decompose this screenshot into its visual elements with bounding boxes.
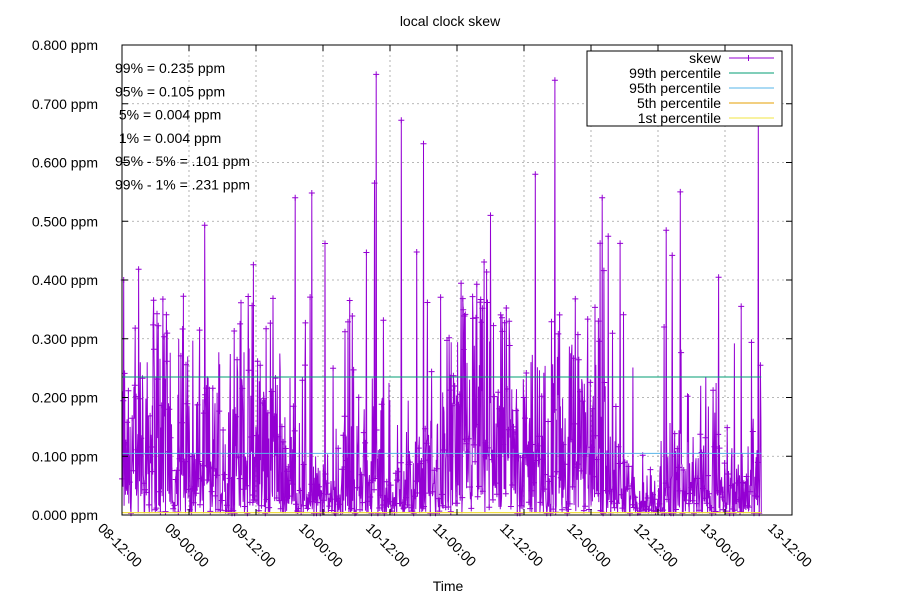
x-tick-label: 13-12:00 [765, 520, 816, 571]
y-axis: 0.000 ppm 0.100 ppm 0.200 ppm 0.300 ppm 0.40… [32, 37, 792, 523]
x-tick-label: 12-00:00 [564, 520, 615, 571]
y-tick-label: 0.500 ppm [32, 213, 98, 229]
x-tick-label: 09-00:00 [162, 520, 213, 571]
y-tick-label: 0.400 ppm [32, 272, 98, 288]
legend-label: skew [689, 50, 722, 66]
y-tick-label: 0.700 ppm [32, 96, 98, 112]
stats-line: 5% = 0.004 ppm [115, 107, 221, 123]
legend-label: 1st percentile [638, 110, 721, 126]
stats-line: 99% - 1% = .231 ppm [115, 177, 250, 193]
x-tick-label: 10-00:00 [296, 520, 347, 571]
y-tick-label: 0.000 ppm [32, 507, 98, 523]
y-tick-label: 0.200 ppm [32, 390, 98, 406]
series-layer [119, 71, 764, 517]
legend-label: 95th percentile [629, 80, 721, 96]
series-skew-line [121, 74, 762, 515]
y-tick-label: 0.100 ppm [32, 448, 98, 464]
y-tick-label: 0.300 ppm [32, 331, 98, 347]
legend-marker [733, 55, 749, 61]
y-tick-label: 0.600 ppm [32, 155, 98, 171]
stats-line: 95% = 0.105 ppm [115, 83, 225, 99]
x-tick-label: 09-12:00 [229, 520, 280, 571]
x-axis-label: Time [433, 578, 464, 594]
x-tick-label: 08-12:00 [95, 520, 146, 571]
x-tick-label: 12-12:00 [631, 520, 682, 571]
x-tick-label: 10-12:00 [363, 520, 414, 571]
chart-title: local clock skew [400, 13, 501, 29]
stats-line: 1% = 0.004 ppm [115, 130, 221, 146]
stats-line: 95% - 5% = .101 ppm [115, 153, 250, 169]
x-tick-label: 13-00:00 [698, 520, 749, 571]
legend-label: 99th percentile [629, 65, 721, 81]
y-tick-label: 0.800 ppm [32, 37, 98, 53]
x-tick-label: 11-00:00 [430, 520, 480, 570]
legend-label: 5th percentile [637, 95, 721, 111]
stats-annotations: 99% = 0.235 ppm 95% = 0.105 ppm 5% = 0.00… [115, 60, 250, 193]
x-tick-label: 11-12:00 [497, 520, 547, 570]
stats-line: 99% = 0.235 ppm [115, 60, 225, 76]
